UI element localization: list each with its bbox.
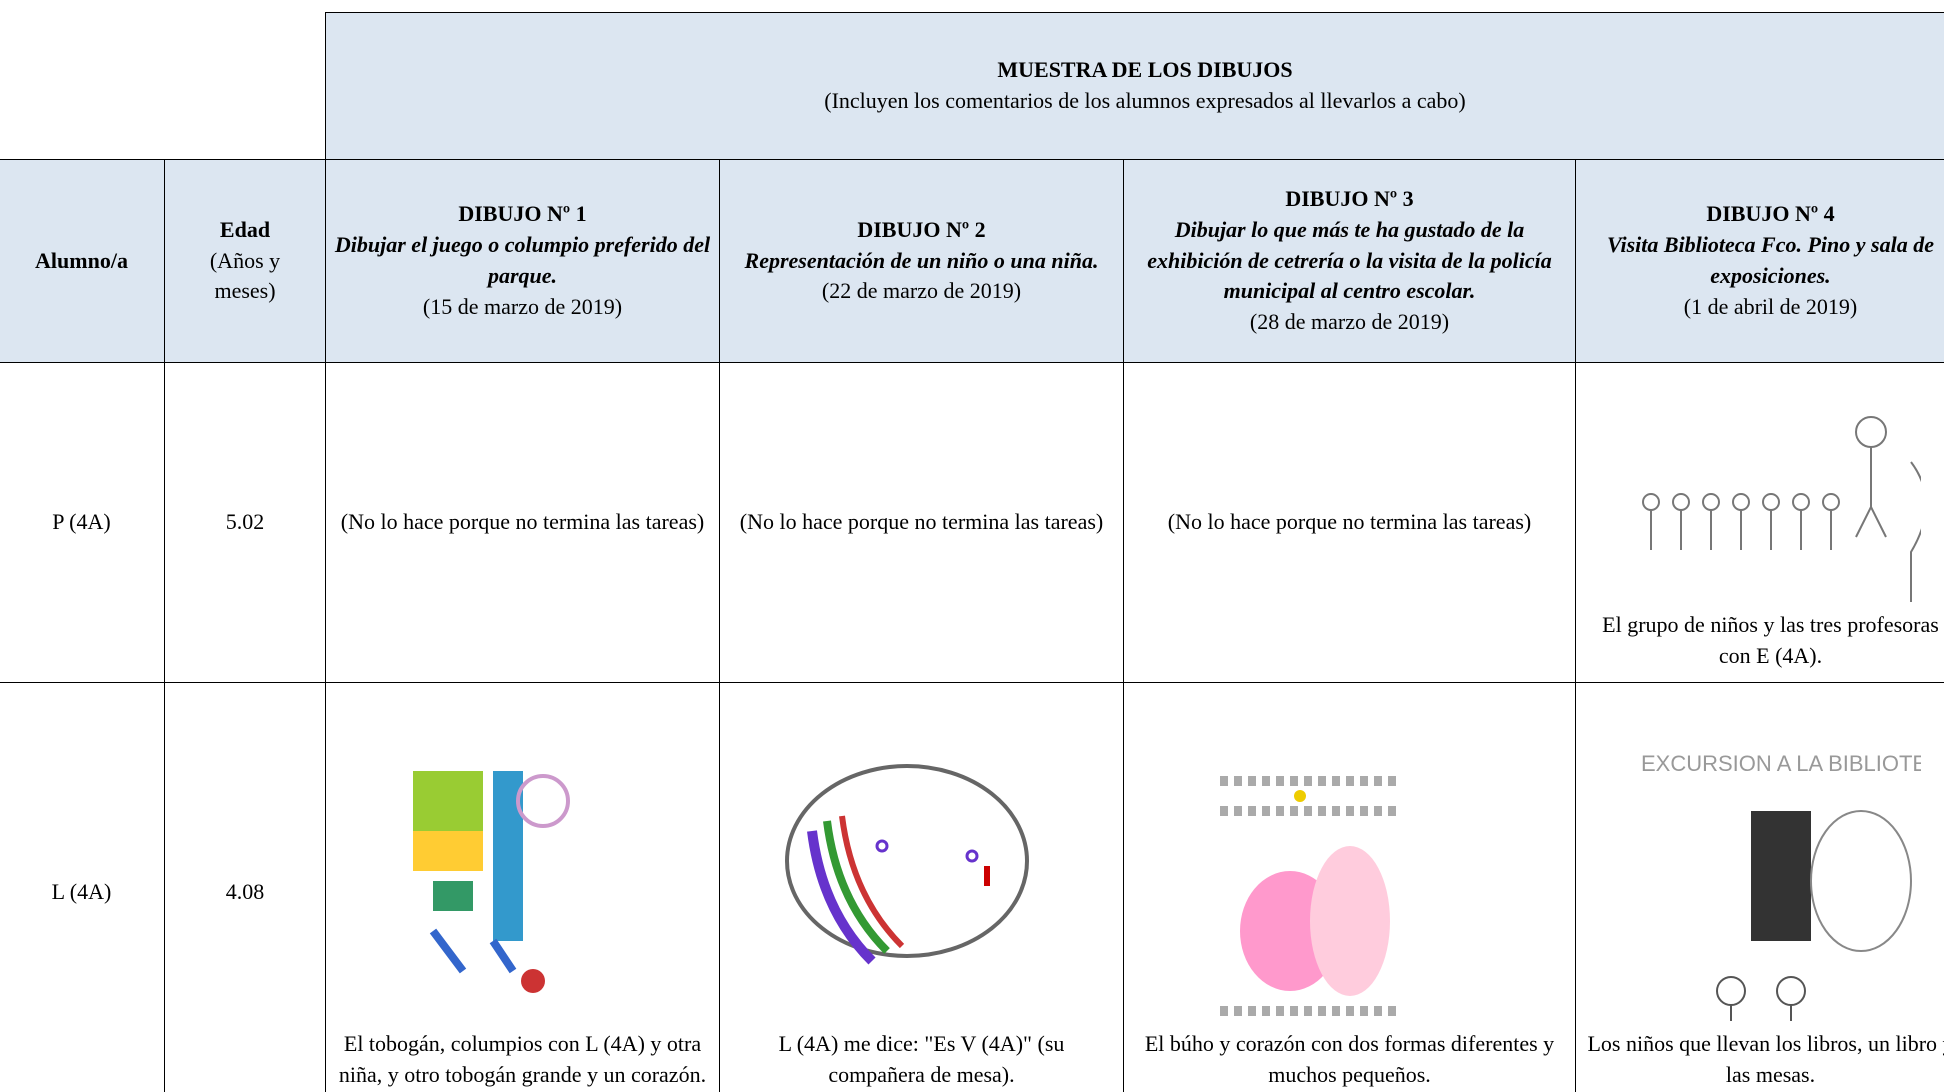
cell: L (4A) <box>0 682 165 1092</box>
col-date: (22 de marzo de 2019) <box>821 278 1022 304</box>
header-cell: MUESTRA DE LOS DIBUJOS (Incluyen los com… <box>325 12 1944 160</box>
col-title: DIBUJO Nº 4 <box>1706 201 1835 227</box>
caption: El búho y corazón con dos formas diferen… <box>1144 1031 1555 1088</box>
col-task: Representación de un niño o una niña. <box>744 247 1099 273</box>
subtitle: (Incluyen los comentarios de los alumnos… <box>824 88 1466 113</box>
col-task: Dibujar lo que más te ha gustado de la e… <box>1147 216 1552 304</box>
col-label: Edad <box>219 216 271 242</box>
cell: El búho y corazón con dos formas diferen… <box>1123 682 1576 1092</box>
cell: DIBUJO Nº 1 Dibujar el juego o columpio p… <box>325 159 720 363</box>
age: 4.08 <box>225 878 265 904</box>
svg-text:EXCURSION A LA BIBLIOTECA: EXCURSION A LA BIBLIOTECA <box>1641 751 1921 776</box>
caption: Los niños que llevan los libros, un libr… <box>1587 1031 1944 1088</box>
drawing: EXCURSION A LA BIBLIOTECA <box>1641 751 1921 1022</box>
cell-text: (No lo hace porque no termina las tareas… <box>340 509 705 535</box>
cell: (No lo hace porque no termina las tareas… <box>325 362 720 683</box>
drawing <box>412 771 570 994</box>
col-task: Dibujar el juego o columpio preferido de… <box>334 232 711 288</box>
col-date: (1 de abril de 2019) <box>1683 293 1858 319</box>
caption: El tobogán, columpios con L (4A) y otra … <box>338 1031 707 1088</box>
drawing <box>1219 776 1400 1017</box>
cell: P (4A) <box>0 362 165 683</box>
cell: L (4A) me dice: "Es V (4A)" (su compañer… <box>719 682 1124 1092</box>
age: 5.02 <box>225 509 265 535</box>
col-head: Edad (Años y meses) <box>164 159 326 363</box>
cell: EXCURSION A LA BIBLIOTECA Los niños que l… <box>1575 682 1944 1092</box>
col-label: Alumno/a <box>35 247 128 273</box>
col-task: Visita Biblioteca Fco. Pino y sala de ex… <box>1607 232 1934 288</box>
cell: (No lo hace porque no termina las tareas… <box>719 362 1124 683</box>
col-sub: (Años y meses) <box>209 247 281 304</box>
title: MUESTRA DE LOS DIBUJOS <box>997 57 1293 83</box>
col-title: DIBUJO Nº 2 <box>857 216 986 242</box>
cell: DIBUJO Nº 4 Visita Biblioteca Fco. Pino y… <box>1575 159 1944 363</box>
col-date: (15 de marzo de 2019) <box>422 293 623 319</box>
cell: 4.08 <box>164 682 326 1092</box>
col-head: Alumno/a <box>0 159 165 363</box>
cell: El tobogán, columpios con L (4A) y otra … <box>325 682 720 1092</box>
cell-text: (No lo hace porque no termina las tareas… <box>1167 509 1532 535</box>
student: P (4A) <box>52 509 111 535</box>
student: L (4A) <box>51 878 112 904</box>
cell: DIBUJO Nº 3 Dibujar lo que más te ha gust… <box>1123 159 1576 363</box>
col-date: (28 de marzo de 2019) <box>1249 309 1450 335</box>
caption: L (4A) me dice: "Es V (4A)" (su compañer… <box>778 1031 1065 1088</box>
cell: (No lo hace porque no termina las tareas… <box>1123 362 1576 683</box>
drawing <box>784 764 1029 965</box>
drawing <box>1641 416 1921 603</box>
cell-text: (No lo hace porque no termina las tareas… <box>739 509 1104 535</box>
col-title: DIBUJO Nº 3 <box>1285 186 1414 211</box>
col-title: DIBUJO Nº 1 <box>458 201 587 227</box>
cell: 5.02 <box>164 362 326 683</box>
cell: El grupo de niños y las tres profesoras … <box>1575 362 1944 683</box>
cell: DIBUJO Nº 2 Representación de un niño o u… <box>719 159 1124 363</box>
caption: El grupo de niños y las tres profesoras … <box>1602 612 1939 669</box>
